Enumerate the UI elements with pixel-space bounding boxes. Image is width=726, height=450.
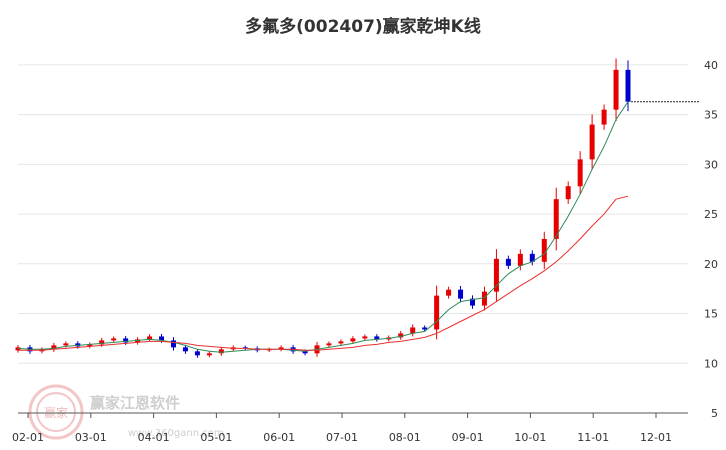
y-tick-label: 5	[711, 407, 718, 420]
x-tick-label: 06-01	[263, 431, 295, 444]
candle	[625, 60, 631, 112]
candle	[410, 324, 416, 337]
x-tick-label: 04-01	[138, 431, 170, 444]
candle	[350, 336, 356, 344]
candle	[111, 336, 117, 343]
candle	[87, 342, 93, 349]
candle	[51, 342, 57, 352]
candle	[613, 58, 619, 122]
y-tick-label: 35	[704, 109, 718, 122]
candle	[529, 250, 535, 266]
chart-title: 多氟多(002407)赢家乾坤K线	[245, 17, 481, 37]
y-tick-label: 15	[704, 308, 718, 321]
candle	[577, 151, 583, 195]
y-tick-label: 30	[704, 158, 718, 171]
candle	[206, 351, 212, 358]
candle	[338, 339, 344, 346]
candle	[170, 337, 176, 351]
x-tick-label: 02-01	[12, 431, 44, 444]
x-tick-label: 09-01	[452, 431, 484, 444]
x-tick-label: 10-01	[514, 431, 546, 444]
candle	[182, 344, 188, 354]
candle	[422, 325, 428, 332]
candle	[242, 345, 248, 351]
candle	[470, 295, 476, 309]
long-moving-average-line	[18, 195, 629, 351]
moving-averages	[17, 101, 700, 353]
candle	[517, 249, 523, 271]
candles-layer	[15, 58, 631, 358]
short-moving-average-line	[17, 101, 629, 353]
grid-layer	[18, 64, 688, 414]
candle	[266, 347, 272, 353]
y-tick-label: 10	[704, 357, 718, 370]
candle	[589, 114, 595, 170]
x-tick-label: 03-01	[75, 431, 107, 444]
y-tick-label: 25	[704, 208, 718, 221]
candle	[326, 341, 332, 348]
candle	[374, 334, 380, 342]
candle	[541, 231, 547, 270]
candle	[493, 249, 499, 302]
y-tick-label: 20	[704, 258, 718, 271]
candle	[398, 330, 404, 340]
candle	[553, 187, 559, 251]
candle	[565, 181, 571, 204]
y-tick-label: 40	[704, 59, 718, 72]
axes: 5 10 15 20 25 30 35 40 02-01 03-01 04-01 05-01 06-01…	[12, 59, 718, 444]
x-tick-label: 05-01	[200, 431, 232, 444]
candle	[362, 334, 368, 341]
x-tick-label: 12-01	[640, 431, 672, 444]
candle	[505, 255, 511, 270]
watermark-url: www.360gann.com	[128, 428, 224, 439]
candle	[218, 346, 224, 356]
x-tick-label: 07-01	[326, 431, 358, 444]
candle	[278, 345, 284, 352]
candle	[601, 104, 607, 130]
x-tick-label: 08-01	[389, 431, 421, 444]
watermark-name: 赢家江恩软件	[90, 394, 180, 412]
candle	[194, 348, 200, 358]
candle	[434, 285, 440, 340]
candle	[446, 286, 452, 299]
candle	[481, 286, 487, 311]
candle	[458, 285, 464, 303]
candle	[147, 334, 153, 342]
x-tick-label: 11-01	[577, 431, 609, 444]
